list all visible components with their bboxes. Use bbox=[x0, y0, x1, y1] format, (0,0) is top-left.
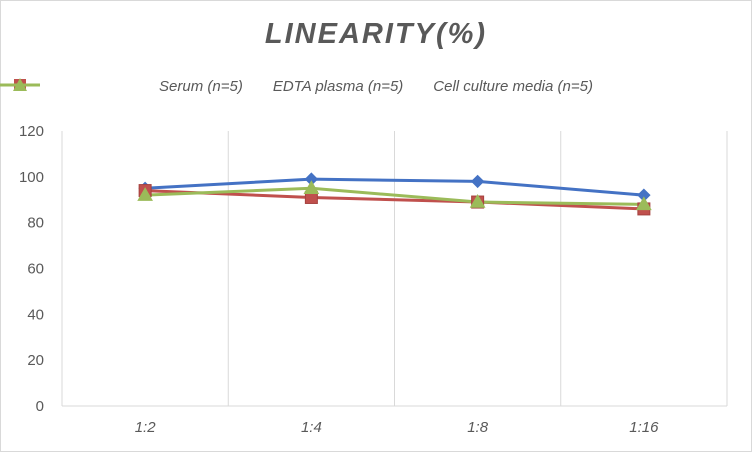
y-tick-label: 120 bbox=[19, 123, 44, 140]
data-point bbox=[470, 174, 485, 189]
y-tick-label: 40 bbox=[27, 306, 44, 323]
legend: Serum (n=5) EDTA plasma (n=5) Cell culture… bbox=[0, 78, 752, 95]
legend-label: EDTA plasma (n=5) bbox=[272, 78, 404, 95]
data-point bbox=[469, 194, 486, 208]
legend-entry: Cell culture media (n=5) bbox=[0, 78, 593, 95]
y-tick-label: 80 bbox=[27, 215, 44, 232]
data-point bbox=[137, 187, 153, 201]
y-tick-label: 100 bbox=[19, 169, 44, 186]
legend-label: Cell culture media (n=5) bbox=[433, 78, 593, 95]
data-point bbox=[303, 180, 320, 195]
series-line bbox=[145, 177, 644, 197]
legend-swatch bbox=[0, 78, 40, 91]
x-tick-label: 1:8 bbox=[467, 419, 489, 436]
legend-label: Serum (n=5) bbox=[159, 78, 243, 95]
data-point bbox=[636, 196, 652, 211]
y-tick-label: 20 bbox=[27, 352, 44, 369]
x-tick-label: 1:16 bbox=[629, 419, 659, 436]
series-line bbox=[145, 189, 644, 211]
series-line bbox=[145, 186, 644, 206]
y-tick-label: 0 bbox=[36, 398, 44, 415]
x-tick-label: 1:2 bbox=[135, 419, 157, 436]
chart-title: LINEARITY(%) bbox=[264, 18, 488, 50]
x-tick-label: 1:4 bbox=[301, 419, 322, 436]
y-tick-label: 60 bbox=[27, 261, 44, 278]
